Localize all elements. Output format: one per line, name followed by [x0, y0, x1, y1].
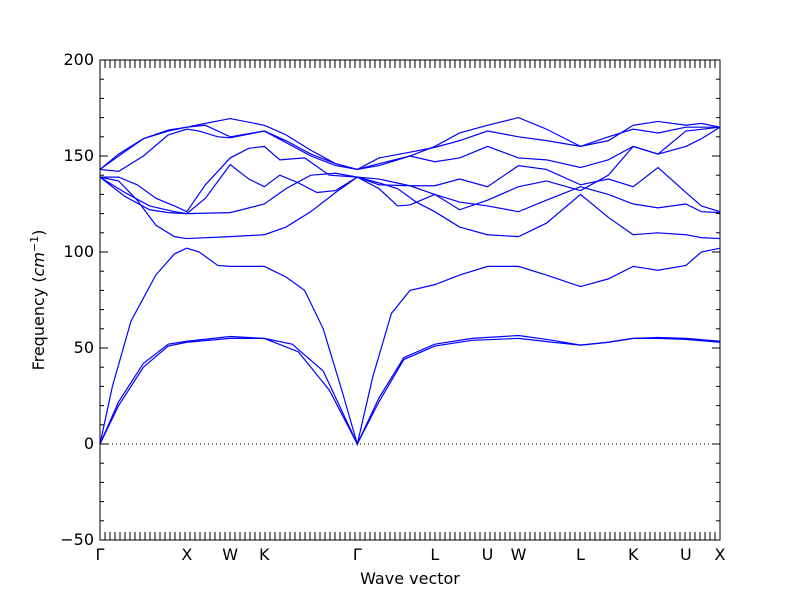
band-line-7 [100, 126, 721, 213]
x-tick-label: L [430, 545, 439, 564]
band-line-4 [99, 176, 721, 240]
y-axis-title-prefix: Frequency ( [29, 276, 48, 370]
x-tick-label: X [181, 545, 192, 564]
band-line-10 [99, 116, 721, 171]
band-line-5 [99, 172, 721, 215]
x-tick-label: X [715, 545, 726, 564]
y-tick-label: 100 [63, 242, 94, 261]
y-axis-title: Frequency (cm−1) [28, 230, 49, 371]
x-axis-title: Wave vector [360, 569, 460, 588]
x-tick-label: U [482, 545, 494, 564]
band-line-8 [99, 126, 721, 172]
y-tick-label: 50 [74, 338, 94, 357]
y-axis-title-exponent: −1 [28, 236, 41, 252]
x-tick-label: K [259, 545, 270, 564]
x-tick-label: Γ [96, 545, 105, 564]
band-line-6 [99, 163, 721, 215]
y-axis-title-unit: cm [29, 252, 48, 276]
x-tick-label: Γ [353, 545, 362, 564]
y-axis-title-suffix: ) [29, 230, 48, 236]
y-tick-label: −50 [60, 530, 94, 549]
y-tick-label: 0 [84, 434, 94, 453]
x-tick-label: K [628, 545, 639, 564]
x-tick-label: U [680, 545, 692, 564]
band-line-2 [99, 334, 721, 446]
y-axis: −50 0 50 100 150 200 [60, 50, 720, 549]
x-tick-label: W [511, 545, 527, 564]
y-tick-label: 200 [63, 50, 94, 69]
band-line-1 [99, 337, 721, 446]
band-line-3 [99, 247, 721, 447]
x-tick-label: W [222, 545, 238, 564]
y-tick-label: 150 [63, 146, 94, 165]
x-tick-label: L [576, 545, 585, 564]
plot-frame [99, 59, 721, 541]
plot-area [99, 116, 721, 447]
